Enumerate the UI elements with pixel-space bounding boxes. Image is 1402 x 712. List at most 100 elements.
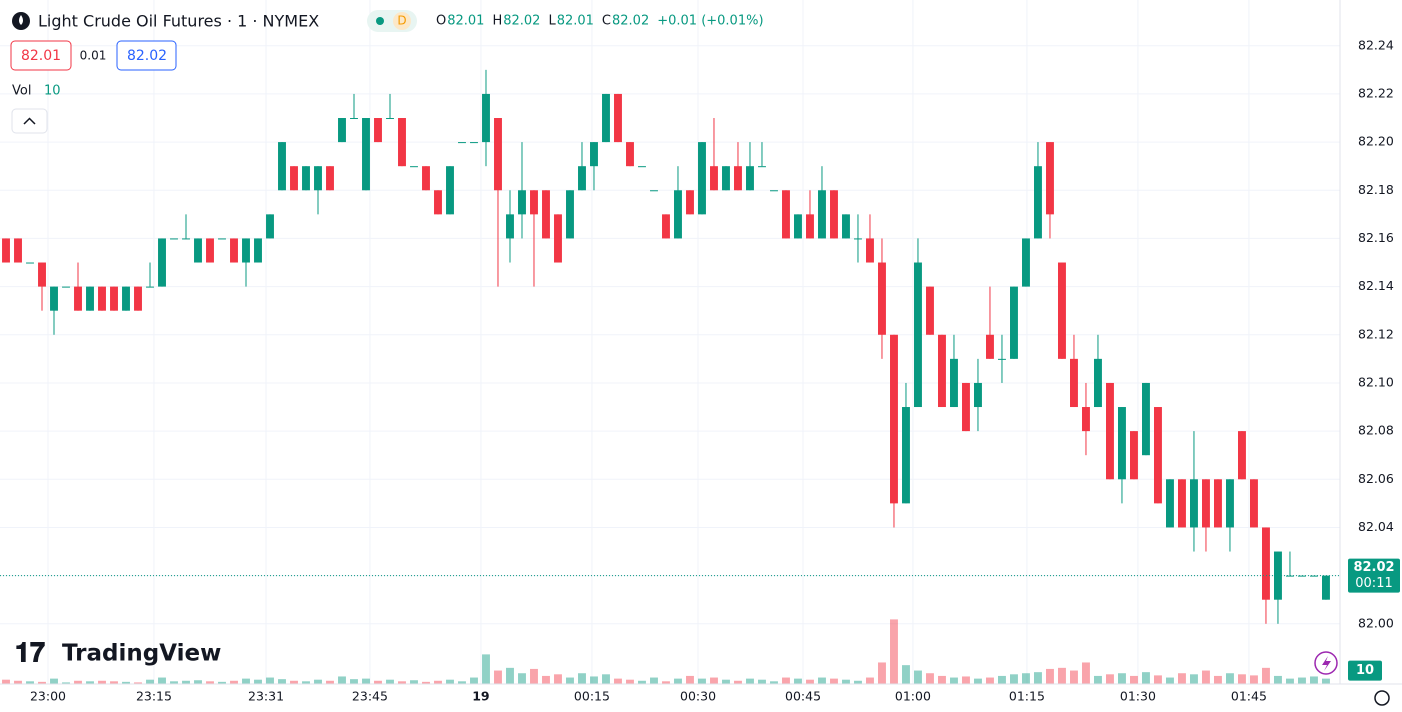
candle-body: [878, 262, 886, 335]
volume-bar: [578, 673, 586, 684]
candle-body: [254, 238, 262, 263]
sell-button[interactable]: [10, 40, 72, 71]
candle-body: [446, 166, 454, 215]
x-tick-label: 23:45: [352, 689, 388, 704]
volume-bar: [446, 679, 454, 684]
volume-bar: [890, 619, 898, 684]
legend-label: H: [492, 14, 502, 29]
candle-body: [302, 166, 310, 191]
candle-body: [914, 262, 922, 408]
x-tick-label: 23:31: [248, 689, 284, 704]
candle-body: [1298, 575, 1306, 577]
x-tick-label: 00:15: [574, 689, 610, 704]
volume-bar: [110, 681, 118, 684]
y-tick-label: 82.06: [1358, 471, 1394, 486]
volume-bar: [1118, 673, 1126, 684]
volume-bar: [686, 675, 694, 684]
candle-body: [926, 286, 934, 335]
candle-body: [386, 118, 394, 120]
candle-body: [506, 214, 514, 239]
volume-bar: [1154, 675, 1162, 684]
volume-pane: [2, 619, 1330, 684]
candle-body: [638, 166, 646, 168]
x-tick-label: 00:30: [680, 689, 716, 704]
candle-body: [758, 166, 766, 168]
candle-body: [494, 118, 502, 191]
volume-bar: [926, 673, 934, 684]
volume-bar: [14, 680, 22, 684]
candle-body: [278, 142, 286, 191]
candle-body: [578, 166, 586, 191]
y-tick-label: 82.24: [1358, 37, 1394, 52]
candle-body: [62, 286, 70, 288]
volume-bar: [842, 679, 850, 684]
candle-body: [662, 214, 670, 239]
candle-body: [542, 190, 550, 239]
volume-bar: [386, 679, 394, 684]
candle-body: [890, 334, 898, 504]
candle-body: [842, 214, 850, 239]
candle-body: [770, 190, 778, 192]
candle-body: [470, 142, 478, 144]
candle-body: [50, 286, 58, 311]
spread: 0.01: [80, 49, 107, 63]
volume-tag: [1348, 660, 1382, 681]
legend-label: O: [436, 14, 446, 29]
symbol-title: Light Crude Oil Futures · 1 · NYMEX: [38, 12, 319, 31]
volume-bar: [86, 681, 94, 684]
x-tick-label: 01:30: [1120, 689, 1156, 704]
interval-badge: D: [397, 14, 406, 28]
volume-bar: [470, 677, 478, 684]
y-tick-label: 82.10: [1358, 374, 1394, 389]
volume-bar: [770, 681, 778, 684]
candle-body: [902, 407, 910, 504]
candle-body: [350, 118, 358, 120]
candle-body: [722, 166, 730, 191]
candle-body: [1202, 479, 1210, 528]
volume-bar: [1166, 677, 1174, 684]
volume-bar: [710, 677, 718, 684]
volume-bar: [326, 680, 334, 684]
countdown: 00:11: [1355, 576, 1392, 591]
settings-button[interactable]: [1374, 690, 1390, 706]
volume-bar: [638, 680, 646, 684]
ohlc-legend: O 82.01 H 82.02 L 82.01 C 82.02 +0.01 (+0.01%): [436, 14, 764, 29]
candle-body: [626, 142, 634, 167]
candle-body: [818, 190, 826, 239]
volume-bar: [314, 679, 322, 684]
buy-button[interactable]: [116, 40, 177, 71]
grid: [0, 0, 1340, 684]
volume-bar: [1142, 672, 1150, 684]
y-tick-label: 82.20: [1358, 134, 1394, 149]
volume-title: Vol: [12, 84, 31, 99]
volume-bar: [1322, 678, 1330, 684]
legend-label: L: [548, 14, 556, 29]
candle-body: [1034, 166, 1042, 239]
candle-body: [938, 334, 946, 408]
y-tick-label: 82.16: [1358, 230, 1394, 245]
volume-bar: [830, 678, 838, 684]
volume-bar: [1106, 674, 1114, 684]
collapse-button[interactable]: [11, 108, 48, 134]
volume-bar: [122, 681, 130, 684]
volume-bar: [1262, 667, 1270, 684]
x-tick-label: 19: [472, 689, 489, 704]
volume-bar: [374, 680, 382, 684]
candle-body: [98, 286, 106, 311]
alert-icon: [1322, 656, 1331, 671]
candle-body: [1142, 382, 1150, 456]
volume-bar: [362, 678, 370, 684]
candle-body: [950, 358, 958, 408]
candle-body: [554, 214, 562, 263]
volume-bar: [1226, 673, 1234, 684]
collapse-icon: [23, 117, 36, 125]
candle-body: [1106, 382, 1114, 480]
candle-body: [998, 358, 1006, 360]
volume-bar: [734, 680, 742, 684]
candle-body: [1262, 527, 1270, 600]
candle-body: [1274, 551, 1282, 600]
volume-bar: [458, 681, 466, 684]
volume-bar: [1238, 674, 1246, 684]
candle-body: [14, 238, 22, 263]
axes: 82.00 82.02 82.04 82.06 82.08 82.10 82.12 82.14…: [30, 37, 1400, 704]
